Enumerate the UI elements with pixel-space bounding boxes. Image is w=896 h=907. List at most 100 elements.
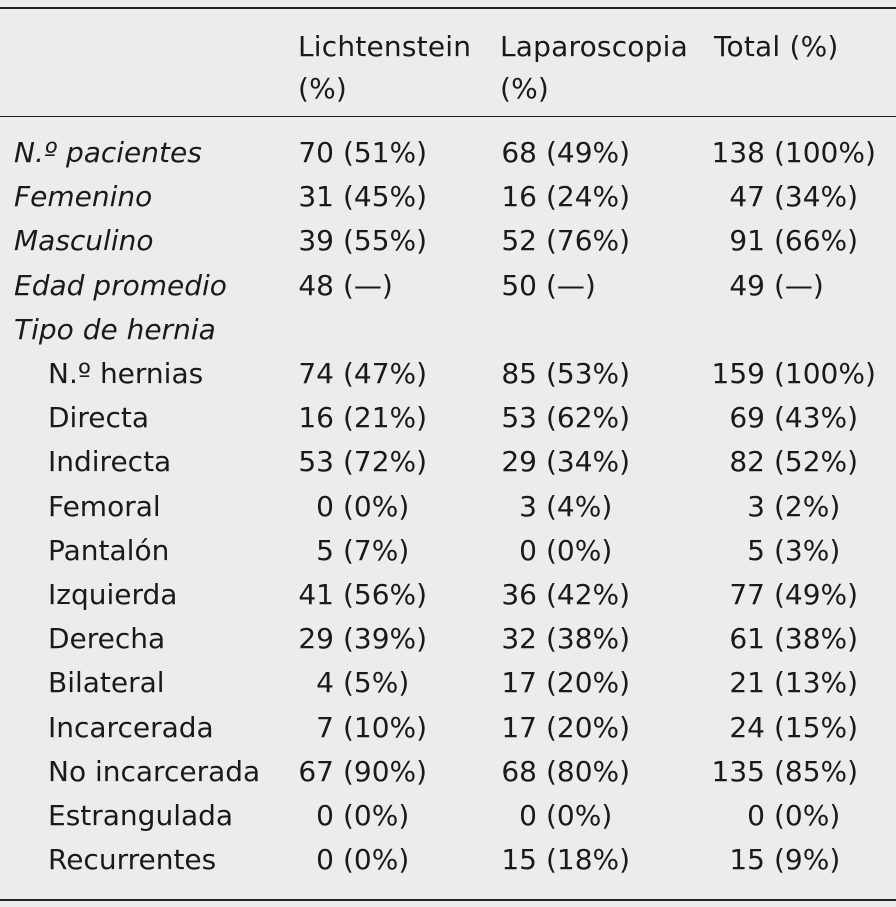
table-row: Pantalón 5 (7%) 0 (0%) 5 (3%) bbox=[0, 529, 896, 573]
col2-percent: (34%) bbox=[546, 445, 631, 479]
col1-percent: (51%) bbox=[343, 136, 428, 169]
col1-percent: (72%) bbox=[343, 445, 428, 479]
col1-count: 31 bbox=[298, 180, 334, 214]
header-total: Total (%) bbox=[714, 26, 839, 68]
col2-percent: (53%) bbox=[546, 357, 631, 390]
col1-cell: 48 (—) bbox=[0, 264, 896, 308]
col3-cell: 21 (13%) bbox=[0, 661, 896, 705]
col3-count: 135 bbox=[711, 754, 765, 788]
col2-cell: 17 (20%) bbox=[0, 706, 896, 750]
col2-percent: (80%) bbox=[546, 754, 631, 788]
col1-percent: (39%) bbox=[343, 622, 428, 656]
col3-count: 24 bbox=[729, 710, 765, 744]
col3-count: 138 bbox=[711, 136, 765, 169]
col1-count: 39 bbox=[298, 224, 334, 258]
col3-cell: 49 (—) bbox=[0, 264, 896, 308]
col3-count: 82 bbox=[729, 445, 765, 479]
col3-cell: 69 (43%) bbox=[0, 396, 896, 440]
col1-percent: (55%) bbox=[343, 224, 428, 258]
col1-percent: (0%) bbox=[343, 843, 410, 877]
col1-cell: 29 (39%) bbox=[0, 617, 896, 661]
col2-count: 68 bbox=[501, 754, 537, 788]
col3-cell: 135 (85%) bbox=[0, 750, 896, 794]
col3-percent: (43%) bbox=[774, 401, 859, 435]
col2-cell: 17 (20%) bbox=[0, 661, 896, 705]
row-label: Incarcerada bbox=[48, 710, 214, 744]
col2-cell: 0 (0%) bbox=[0, 529, 896, 573]
col2-percent: (18%) bbox=[546, 843, 631, 877]
col2-percent: (62%) bbox=[546, 401, 631, 435]
table-row: Recurrentes 0 (0%) 15 (18%) 15 (9%) bbox=[0, 838, 896, 882]
row-label: Derecha bbox=[48, 622, 166, 656]
col2-cell: 0 (0%) bbox=[0, 794, 896, 838]
col1-percent: (0%) bbox=[343, 799, 410, 832]
col3-cell: 138 (100%) bbox=[0, 131, 896, 175]
col1-count: 16 bbox=[298, 401, 334, 435]
table-row: No incarcerada 67 (90%) 68 (80%) 135 (85%) bbox=[0, 750, 896, 794]
col3-count: 3 bbox=[747, 489, 765, 523]
col2-count: 50 bbox=[501, 268, 537, 302]
col3-cell: 159 (100%) bbox=[0, 352, 896, 396]
col2-cell: 50 (—) bbox=[0, 264, 896, 308]
col3-count: 15 bbox=[729, 843, 765, 877]
table-row: N.º pacientes 70 (51%) 68 (49%) 138 (100%) bbox=[0, 131, 896, 175]
col1-cell: 5 (7%) bbox=[0, 529, 896, 573]
col2-cell: 32 (38%) bbox=[0, 617, 896, 661]
col2-cell: 16 (24%) bbox=[0, 175, 896, 219]
col1-percent: (21%) bbox=[343, 401, 428, 435]
col3-percent: (34%) bbox=[774, 180, 859, 214]
col1-cell: 70 (51%) bbox=[0, 131, 896, 175]
header-lichtenstein-line2: (%) bbox=[298, 72, 348, 105]
col2-percent: (24%) bbox=[546, 180, 631, 214]
table-row: Izquierda 41 (56%) 36 (42%) 77 (49%) bbox=[0, 573, 896, 617]
col3-cell: 91 (66%) bbox=[0, 219, 896, 263]
col3-cell: 47 (34%) bbox=[0, 175, 896, 219]
col2-cell: 52 (76%) bbox=[0, 219, 896, 263]
col3-percent: (0%) bbox=[774, 799, 841, 832]
row-label: Indirecta bbox=[48, 445, 172, 479]
col1-count: 7 bbox=[316, 710, 334, 744]
col1-count: 29 bbox=[298, 622, 334, 656]
col3-count: 5 bbox=[747, 533, 765, 567]
col2-count: 68 bbox=[501, 136, 537, 169]
row-label: Bilateral bbox=[48, 666, 165, 700]
col1-count: 48 bbox=[298, 268, 334, 302]
col3-cell: 77 (49%) bbox=[0, 573, 896, 617]
row-label: No incarcerada bbox=[48, 754, 261, 788]
table-row: Estrangulada 0 (0%) 0 (0%) 0 (0%) bbox=[0, 794, 896, 838]
table-row: Directa 16 (21%) 53 (62%) 69 (43%) bbox=[0, 396, 896, 440]
col1-percent: (5%) bbox=[343, 666, 410, 700]
col2-count: 85 bbox=[501, 357, 537, 390]
col2-percent: (49%) bbox=[546, 136, 631, 169]
col2-cell: 85 (53%) bbox=[0, 352, 896, 396]
col2-count: 52 bbox=[501, 224, 537, 258]
col2-percent: (20%) bbox=[546, 666, 631, 700]
col3-percent: (15%) bbox=[774, 710, 859, 744]
row-label: Recurrentes bbox=[48, 843, 217, 877]
col2-count: 16 bbox=[501, 180, 537, 214]
header-laparoscopia-line2: (%) bbox=[500, 72, 550, 105]
col3-percent: (49%) bbox=[774, 578, 859, 611]
row-label: N.º pacientes bbox=[14, 136, 202, 169]
col1-cell: 0 (0%) bbox=[0, 485, 896, 529]
table-row: Edad promedio 48 (—) 50 (—) 49 (—) bbox=[0, 264, 896, 308]
col3-percent: (38%) bbox=[774, 622, 859, 656]
row-label: Femenino bbox=[14, 180, 153, 214]
col3-cell: 5 (3%) bbox=[0, 529, 896, 573]
table-row: Bilateral 4 (5%) 17 (20%) 21 (13%) bbox=[0, 661, 896, 705]
col3-count: 0 bbox=[747, 799, 765, 832]
col1-percent: (90%) bbox=[343, 754, 428, 788]
col2-percent: (—) bbox=[546, 268, 596, 302]
col1-percent: (45%) bbox=[343, 180, 428, 214]
table-row: N.º hernias 74 (47%) 85 (53%) 159 (100%) bbox=[0, 352, 896, 396]
col3-percent: (2%) bbox=[774, 489, 841, 523]
col1-cell: 41 (56%) bbox=[0, 573, 896, 617]
col2-count: 17 bbox=[501, 666, 537, 700]
table-row: Incarcerada 7 (10%) 17 (20%) 24 (15%) bbox=[0, 706, 896, 750]
col1-cell: 31 (45%) bbox=[0, 175, 896, 219]
table-row: Tipo de hernia bbox=[0, 308, 896, 352]
col2-cell: 68 (49%) bbox=[0, 131, 896, 175]
col1-percent: (7%) bbox=[343, 533, 410, 567]
col3-cell: 82 (52%) bbox=[0, 440, 896, 484]
col2-count: 29 bbox=[501, 445, 537, 479]
